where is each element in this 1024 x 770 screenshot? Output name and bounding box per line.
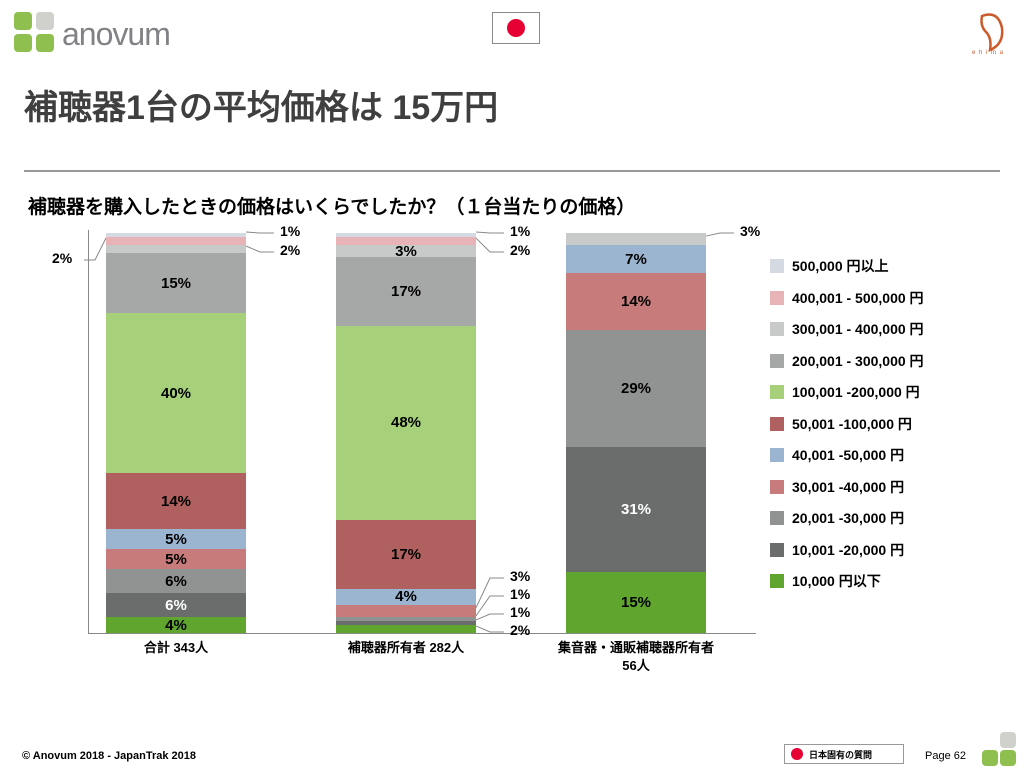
page-number: Page 62 <box>925 750 966 762</box>
callout-label: 1% <box>280 223 300 239</box>
legend-label: 50,001 -100,000 円 <box>792 414 912 434</box>
bar-segment: 4% <box>336 589 476 605</box>
bar-segment: 14% <box>106 473 246 529</box>
legend-item: 40,001 -50,000 円 <box>770 445 924 465</box>
callout-label: 3% <box>740 223 760 239</box>
japan-specific-badge: 日本固有の質問 <box>784 744 904 764</box>
x-axis-label: 集音器・通販補聴器所有者56人 <box>536 639 736 674</box>
page-title: 補聴器1台の平均価格は 15万円 <box>24 80 498 129</box>
bar-stack: 15%31%29%14%7% <box>566 233 706 633</box>
legend-item: 50,001 -100,000 円 <box>770 414 924 434</box>
x-axis-label: 補聴器所有者 282人 <box>306 639 506 657</box>
bar-segment <box>336 605 476 617</box>
legend-item: 10,000 円以下 <box>770 571 924 591</box>
bar-column: 15%31%29%14%7%集音器・通販補聴器所有者56人 <box>566 233 706 633</box>
legend-swatch-icon <box>770 322 784 336</box>
legend-label: 300,001 - 400,000 円 <box>792 319 924 339</box>
legend-label: 10,001 -20,000 円 <box>792 540 904 560</box>
callout-label: 1% <box>510 586 530 602</box>
copyright: © Anovum 2018 - JapanTrak 2018 <box>22 750 196 762</box>
bar-segment <box>106 245 246 253</box>
legend-label: 400,001 - 500,000 円 <box>792 288 924 308</box>
legend-label: 200,001 - 300,000 円 <box>792 351 924 371</box>
callout-label: 1% <box>510 223 530 239</box>
header: anovum e h i m a <box>0 8 1024 60</box>
legend-swatch-icon <box>770 511 784 525</box>
bar-segment: 7% <box>566 245 706 273</box>
bar-segment: 31% <box>566 447 706 572</box>
bar-segment: 40% <box>106 313 246 473</box>
corner-logo-icon <box>976 726 1016 766</box>
callout-label: 2% <box>510 242 530 258</box>
legend-swatch-icon <box>770 448 784 462</box>
legend-swatch-icon <box>770 417 784 431</box>
legend-swatch-icon <box>770 543 784 557</box>
bar-segment: 5% <box>106 529 246 549</box>
ehima-logo-icon: e h i m a <box>968 8 1008 58</box>
logo-icon <box>14 12 58 56</box>
bar-segment: 15% <box>566 572 706 633</box>
bar-column: 4%17%48%17%3%補聴器所有者 282人 <box>336 233 476 633</box>
legend-item: 20,001 -30,000 円 <box>770 508 924 528</box>
bar-stack: 4%17%48%17%3% <box>336 233 476 633</box>
bar-segment: 17% <box>336 257 476 326</box>
legend-label: 30,001 -40,000 円 <box>792 477 904 497</box>
legend-item: 300,001 - 400,000 円 <box>770 319 924 339</box>
legend-swatch-icon <box>770 259 784 273</box>
legend-swatch-icon <box>770 291 784 305</box>
legend-item: 500,000 円以上 <box>770 256 924 276</box>
bar-segment <box>106 237 246 245</box>
legend-item: 400,001 - 500,000 円 <box>770 288 924 308</box>
callout-label: 2% <box>280 242 300 258</box>
legend-swatch-icon <box>770 574 784 588</box>
badge-text: 日本固有の質問 <box>809 748 872 761</box>
chart-subtitle: 補聴器を購入したときの価格はいくらでしたか？（１台当たりの価格） <box>28 192 635 219</box>
brand-name: anovum <box>62 16 170 53</box>
bar-segment: 6% <box>106 593 246 617</box>
callout-label: 2% <box>510 622 530 638</box>
svg-text:e h i m a: e h i m a <box>972 50 1004 56</box>
bar-stack: 4%6%6%5%5%14%40%15% <box>106 233 246 633</box>
legend: 500,000 円以上 400,001 - 500,000 円 300,001 - … <box>770 256 924 603</box>
bar-segment <box>336 625 476 633</box>
legend-item: 200,001 - 300,000 円 <box>770 351 924 371</box>
bar-column: 4%6%6%5%5%14%40%15%合計 343人 <box>106 233 246 633</box>
legend-label: 100,001 -200,000 円 <box>792 382 920 402</box>
bar-segment: 48% <box>336 326 476 520</box>
callout-label: 2% <box>52 250 72 266</box>
legend-label: 10,000 円以下 <box>792 571 881 591</box>
legend-label: 500,000 円以上 <box>792 256 889 276</box>
bar-segment: 4% <box>106 617 246 633</box>
brand-logo: anovum <box>14 12 170 56</box>
legend-swatch-icon <box>770 354 784 368</box>
legend-item: 30,001 -40,000 円 <box>770 477 924 497</box>
callout-label: 1% <box>510 604 530 620</box>
bar-segment: 29% <box>566 330 706 447</box>
legend-swatch-icon <box>770 480 784 494</box>
bar-segment: 14% <box>566 273 706 330</box>
legend-label: 20,001 -30,000 円 <box>792 508 904 528</box>
bar-segment: 17% <box>336 520 476 589</box>
legend-swatch-icon <box>770 385 784 399</box>
bar-segment: 15% <box>106 253 246 313</box>
bar-segment: 3% <box>336 245 476 257</box>
callout-label: 3% <box>510 568 530 584</box>
bar-segment: 5% <box>106 549 246 569</box>
japan-dot-icon <box>791 748 803 760</box>
x-axis-label: 合計 343人 <box>76 639 276 657</box>
legend-item: 10,001 -20,000 円 <box>770 540 924 560</box>
footer: © Anovum 2018 - JapanTrak 2018 日本固有の質問 P… <box>0 742 1024 770</box>
legend-label: 40,001 -50,000 円 <box>792 445 904 465</box>
title-rule <box>24 170 1000 172</box>
legend-item: 100,001 -200,000 円 <box>770 382 924 402</box>
bar-segment: 6% <box>106 569 246 593</box>
bar-segment <box>566 233 706 245</box>
japan-flag-icon <box>492 12 540 44</box>
stacked-bar-chart: 2%2%1%4%6%6%5%5%14%40%15%合計 343人2%1%1%3%… <box>36 230 756 650</box>
